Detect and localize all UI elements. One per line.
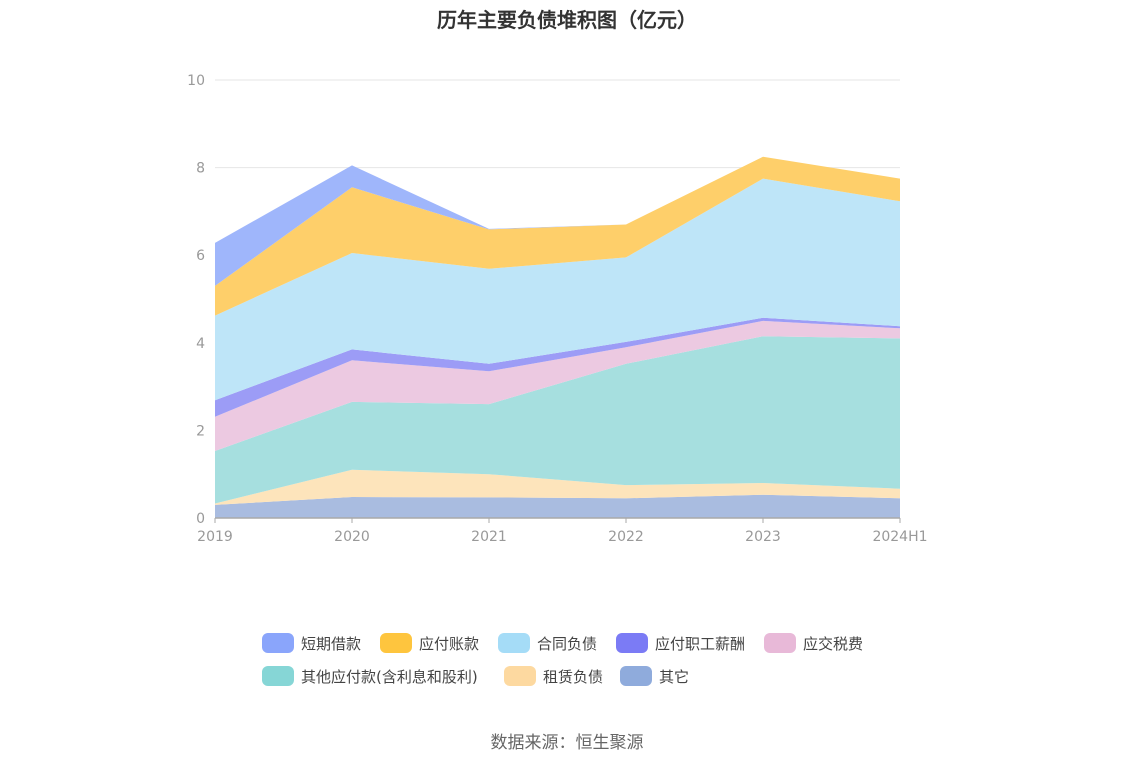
- x-tick-label: 2023: [745, 529, 781, 545]
- legend-label: 其他应付款(含利息和股利): [301, 667, 478, 686]
- legend-swatch: [262, 666, 294, 686]
- legend-label: 其它: [659, 667, 690, 686]
- y-tick-label: 2: [196, 423, 205, 439]
- y-tick-label: 10: [187, 73, 205, 89]
- legend-label: 租赁负债: [543, 667, 604, 686]
- legend-item[interactable]: 其它: [620, 665, 689, 687]
- y-tick-label: 8: [196, 161, 205, 177]
- x-tick-label: 2020: [334, 529, 370, 545]
- legend-item[interactable]: 短期借款: [262, 632, 361, 654]
- x-tick-label: 2019: [197, 529, 233, 545]
- legend-item[interactable]: 租赁负债: [504, 665, 603, 687]
- legend-swatch: [504, 666, 536, 686]
- legend-item[interactable]: 应交税费: [764, 632, 863, 654]
- x-tick-label: 2024H1: [872, 529, 927, 545]
- y-tick-label: 4: [196, 336, 205, 352]
- legend-swatch: [498, 633, 530, 653]
- legend-label: 应付账款: [419, 634, 480, 653]
- legend-label: 应交税费: [803, 634, 864, 653]
- area-应付账款: [215, 156, 900, 316]
- legend-swatch: [764, 633, 796, 653]
- x-tick-label: 2021: [471, 529, 507, 545]
- stacked-area-chart: 0 2 4 6 8 10 2019 2020 2021 2022 2023 2024H1: [187, 73, 927, 545]
- area-其他应付款(含利息和股利): [215, 336, 900, 504]
- legend-swatch: [262, 633, 294, 653]
- x-tick-label: 2022: [608, 529, 644, 545]
- area-其它: [215, 494, 900, 518]
- legend-swatch: [380, 633, 412, 653]
- chart-title: 历年主要负债堆积图（亿元）: [437, 8, 697, 32]
- legend-item[interactable]: 其他应付款(含利息和股利): [262, 665, 478, 687]
- legend-item[interactable]: 应付账款: [380, 632, 479, 654]
- area-应交税费: [215, 320, 900, 451]
- legend-item[interactable]: 合同负债: [498, 632, 597, 654]
- area-租赁负债: [215, 469, 900, 505]
- area-合同负债: [215, 178, 900, 401]
- area-短期借款: [215, 156, 900, 286]
- legend-label: 应付职工薪酬: [655, 634, 746, 653]
- legend-label: 合同负债: [537, 634, 598, 653]
- legend-item[interactable]: 应付职工薪酬: [616, 632, 745, 654]
- data-source-note: 数据来源：恒生聚源: [490, 733, 644, 753]
- y-tick-label: 0: [196, 511, 205, 527]
- legend-label: 短期借款: [301, 634, 362, 653]
- y-tick-label: 6: [196, 248, 205, 264]
- legend-swatch: [620, 666, 652, 686]
- legend-swatch: [616, 633, 648, 653]
